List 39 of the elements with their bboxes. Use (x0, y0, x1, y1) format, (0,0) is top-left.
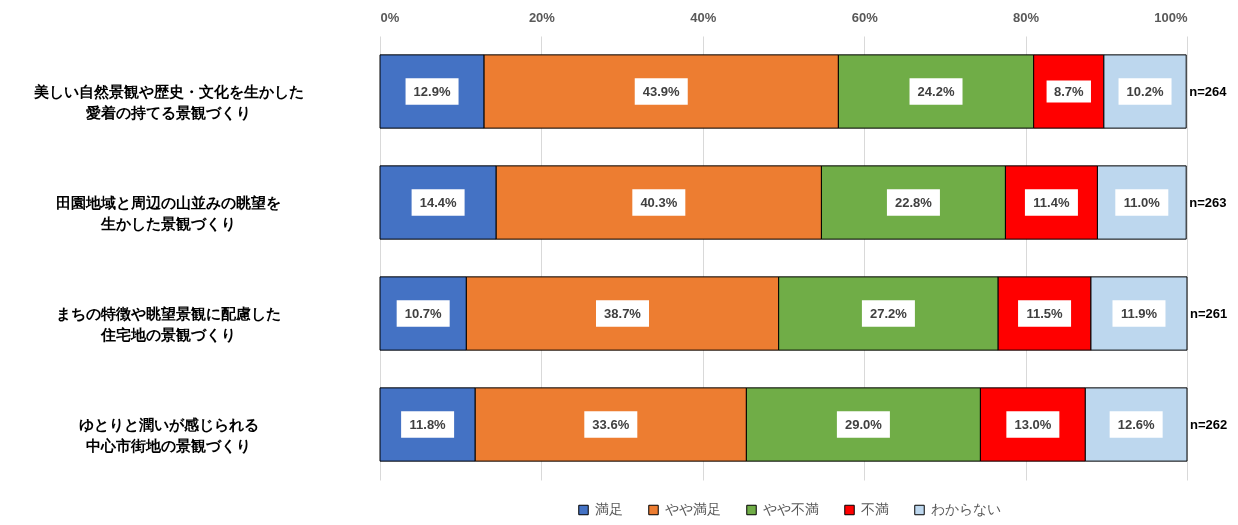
data-label: 10.2% (1126, 83, 1164, 99)
text: n=264 (1189, 83, 1228, 99)
data-label: 27.2% (869, 305, 908, 321)
data-label: 11.8% (409, 416, 447, 432)
data-label: 11.0% (1123, 194, 1161, 210)
data-label: 11.4% (1033, 194, 1070, 210)
data-label: 11.5% (1026, 305, 1064, 321)
data-label: 33.6% (592, 416, 630, 432)
legend-label: 不満 (860, 501, 889, 517)
data-label: 38.7% (604, 305, 642, 321)
x-tick-label: 0% (380, 9, 400, 25)
legend-label: やや不満 (762, 501, 819, 517)
legend-label: やや満足 (664, 501, 721, 517)
y-tick-label: 田園地域と周辺の山並みの眺望を生かした景観づくり (56, 193, 281, 232)
x-tick-label: 40% (690, 9, 717, 25)
legend-label: わからない (930, 501, 1001, 517)
data-label: 43.9% (642, 83, 681, 99)
y-tick-label: 美しい自然景観や歴史・文化を生かした愛着の持てる景観づくり (32, 82, 304, 121)
text: n=262 (1190, 416, 1228, 432)
data-label: 11.9% (1120, 305, 1158, 321)
x-tick-label: 100% (1154, 9, 1188, 25)
data-label: 24.2% (917, 83, 955, 99)
data-label: 8.7% (1053, 83, 1085, 99)
text: n=263 (1189, 194, 1227, 210)
data-label: 22.8% (894, 194, 933, 210)
data-label: 14.4% (419, 194, 457, 210)
text: n=261 (1190, 305, 1228, 321)
y-tick-label: ゆとりと潤いが感じられる中心市街地の景観づくり (78, 415, 259, 454)
x-tick-label: 20% (528, 9, 556, 25)
data-label: 29.0% (844, 416, 883, 432)
data-label: 13.0% (1014, 416, 1052, 432)
y-tick-label: まちの特徴や眺望景観に配慮した住宅地の景観づくり (56, 304, 281, 343)
data-label: 40.3% (640, 194, 678, 210)
data-label: 12.9% (413, 83, 451, 99)
x-tick-label: 60% (851, 9, 879, 25)
data-label: 10.7% (404, 305, 443, 321)
legend-label: 満足 (594, 501, 623, 517)
x-tick-label: 80% (1013, 9, 1040, 25)
data-label: 12.6% (1117, 416, 1156, 432)
